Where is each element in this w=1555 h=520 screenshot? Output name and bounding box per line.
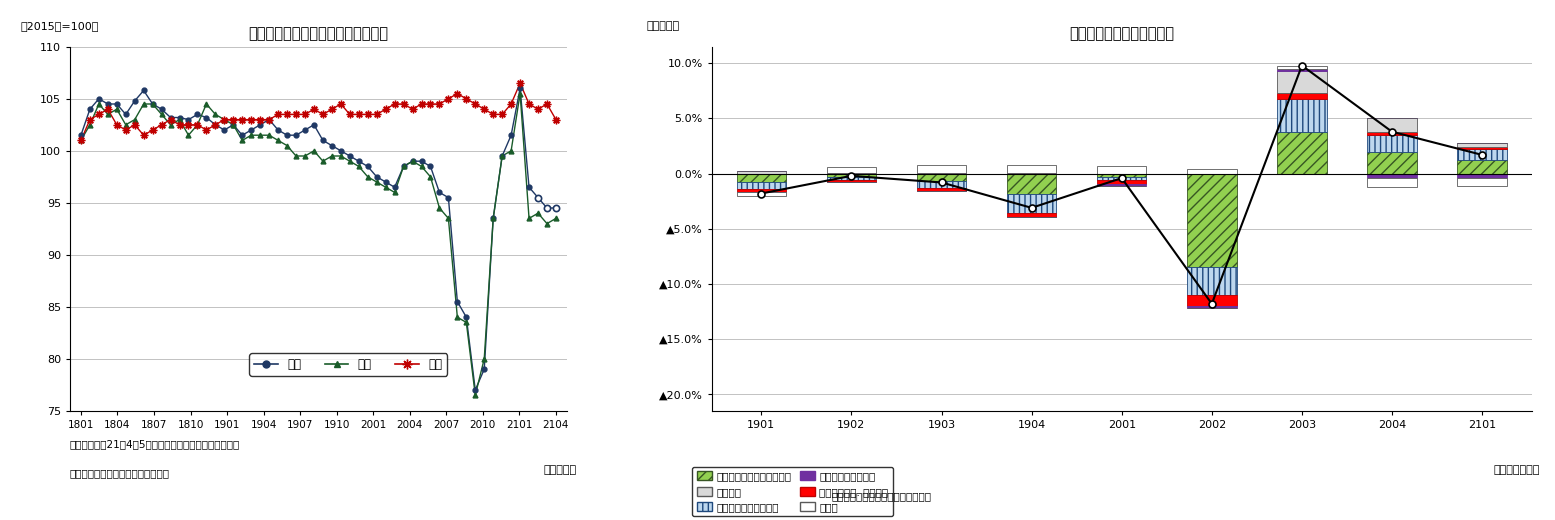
Bar <box>1367 132 1417 135</box>
Bar <box>1006 174 1056 193</box>
Bar <box>1367 152 1417 174</box>
Bar <box>1457 143 1507 147</box>
Bar <box>1006 193 1056 213</box>
Text: （前期比）: （前期比） <box>647 21 680 31</box>
Text: （資料）経済産業省「鉱工業指数」: （資料）経済産業省「鉱工業指数」 <box>832 491 931 501</box>
Bar <box>1457 160 1507 174</box>
Bar <box>917 181 966 188</box>
Bar <box>1186 295 1236 306</box>
Text: （2015年=100）: （2015年=100） <box>20 21 98 31</box>
Bar <box>1277 66 1326 69</box>
Bar <box>737 192 787 196</box>
Bar <box>1367 119 1417 132</box>
Bar <box>1367 174 1417 178</box>
Bar <box>1277 71 1326 93</box>
Legend: 生産用・汎用・業務用機械, 輸送機械, 電子部品・デバイス、, 電気・情報通信機械, 化学工業（除. 医薬品）, その他: 生産用・汎用・業務用機械, 輸送機械, 電子部品・デバイス、, 電気・情報通信機… <box>692 467 893 516</box>
Bar <box>827 177 875 180</box>
Bar <box>1457 178 1507 186</box>
Bar <box>1367 178 1417 187</box>
Text: （資料）経済産業省「鉱工業指数」: （資料）経済産業省「鉱工業指数」 <box>70 468 169 478</box>
Bar <box>1096 174 1146 177</box>
Bar <box>1367 135 1417 152</box>
Bar <box>1006 165 1056 173</box>
Title: 鉱工業生産の業種別寄与度: 鉱工業生産の業種別寄与度 <box>1070 27 1174 42</box>
Bar <box>827 173 875 174</box>
Bar <box>737 172 787 174</box>
Bar <box>1277 93 1326 99</box>
Legend: 生産, 出荷, 在庫: 生産, 出荷, 在庫 <box>249 353 448 376</box>
Bar <box>917 174 966 181</box>
Bar <box>1277 69 1326 71</box>
Bar <box>1277 132 1326 174</box>
Bar <box>827 180 875 183</box>
Bar <box>1006 213 1056 217</box>
Bar <box>1457 149 1507 160</box>
Bar <box>827 167 875 173</box>
Bar <box>1006 173 1056 174</box>
Bar <box>917 188 966 191</box>
Bar <box>1096 166 1146 174</box>
Bar <box>917 173 966 174</box>
Bar <box>827 174 875 177</box>
Bar <box>1277 99 1326 132</box>
Text: （年・月）: （年・月） <box>544 465 577 475</box>
Bar <box>917 165 966 173</box>
Bar <box>1096 180 1146 184</box>
Bar <box>1186 267 1236 295</box>
Bar <box>737 183 787 189</box>
Title: 鉱工業生産・出荷・在庫指数の推移: 鉱工業生産・出荷・在庫指数の推移 <box>249 27 389 42</box>
Text: （年・四半期）: （年・四半期） <box>1493 465 1539 475</box>
Bar <box>737 174 787 183</box>
Bar <box>737 189 787 192</box>
Bar <box>1096 184 1146 186</box>
Text: （注）生産の21年4、5月は製造工業生産予測指数で延長: （注）生産の21年4、5月は製造工業生産予測指数で延長 <box>70 439 239 449</box>
Bar <box>1457 147 1507 149</box>
Bar <box>1096 177 1146 180</box>
Bar <box>1457 174 1507 178</box>
Bar <box>1186 174 1236 267</box>
Bar <box>1186 169 1236 174</box>
Bar <box>1186 306 1236 308</box>
